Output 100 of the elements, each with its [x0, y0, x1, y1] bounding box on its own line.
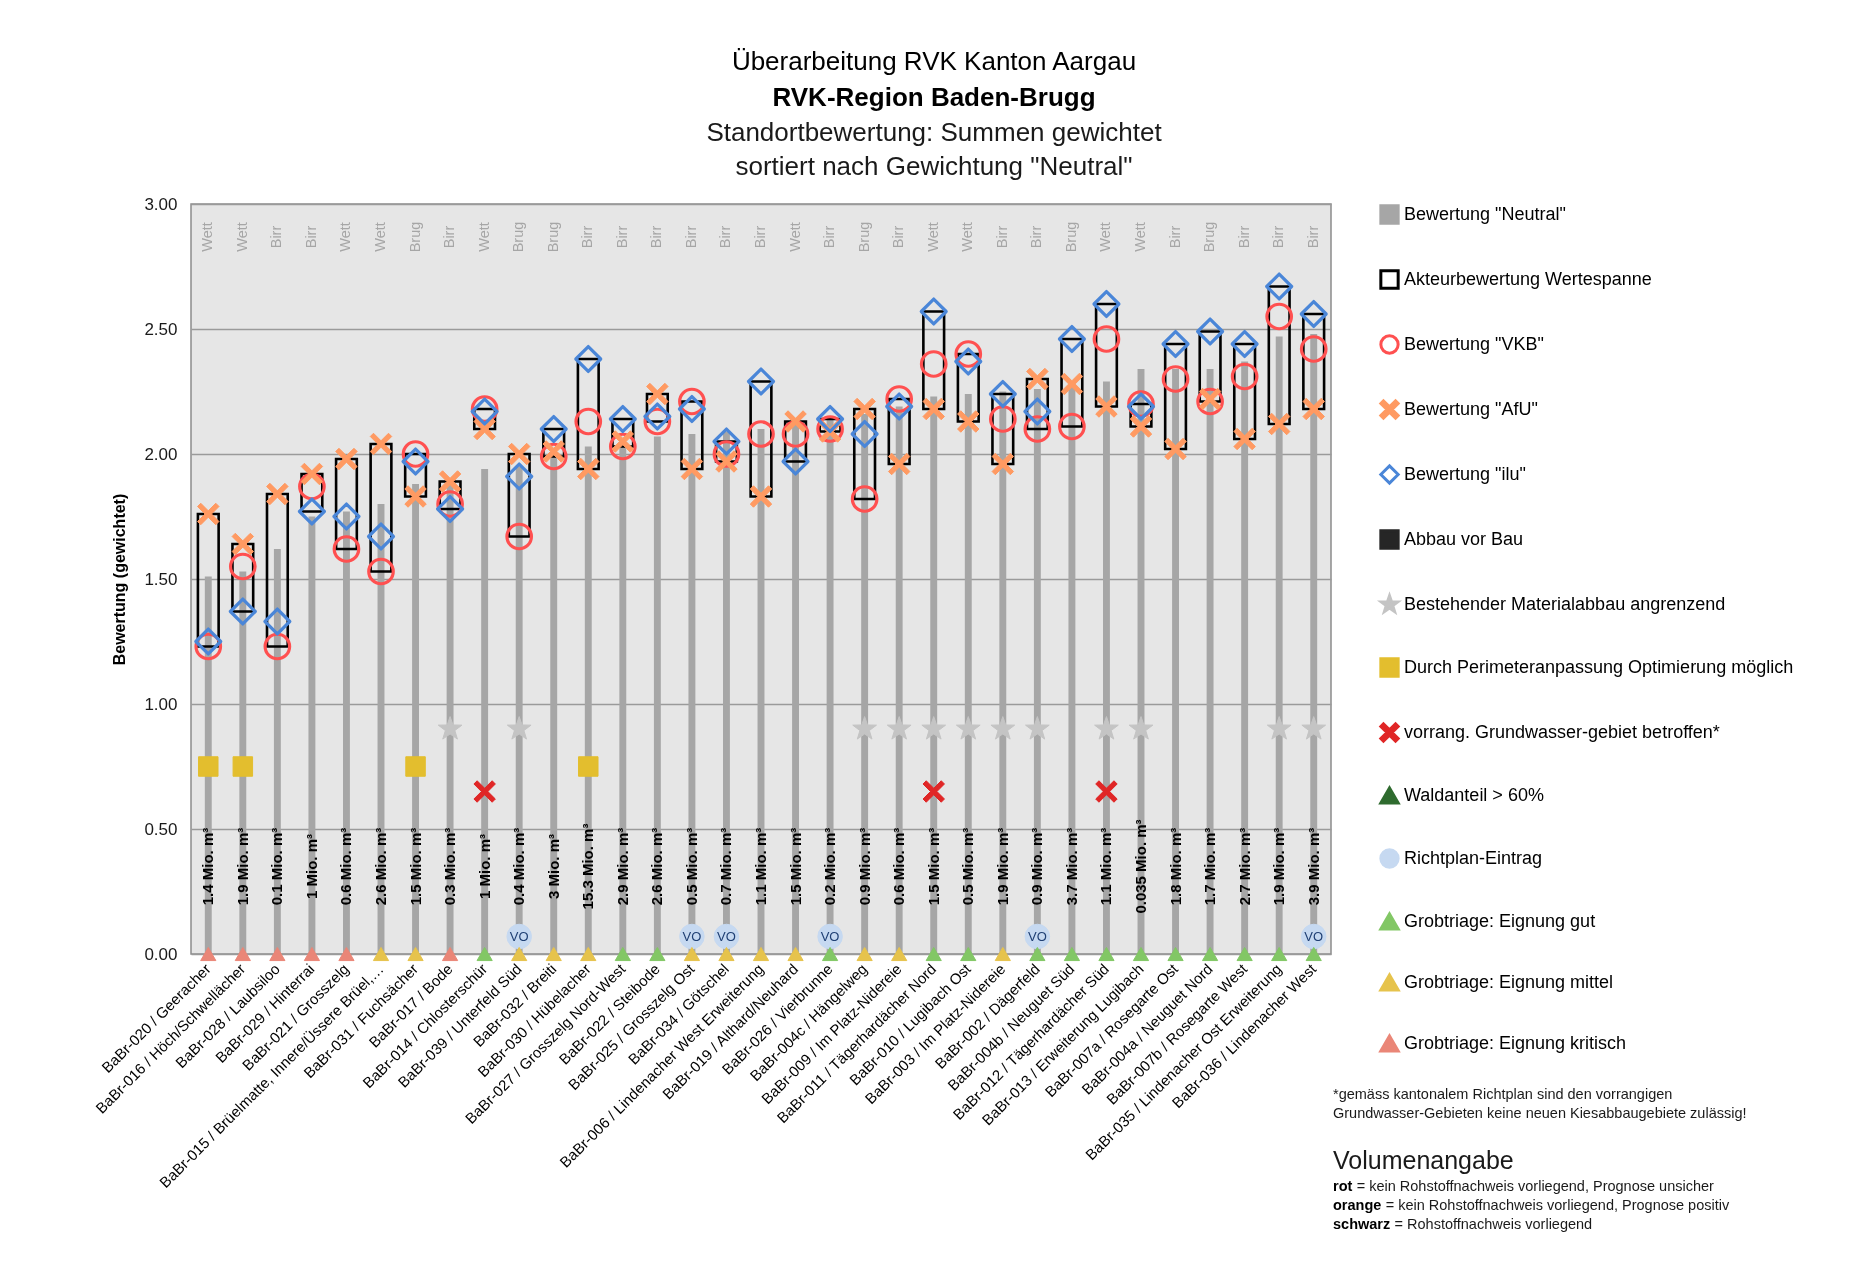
data-label: VO [1027, 928, 1047, 944]
annotation: 0.5 Mio. m³ [682, 827, 700, 906]
point [298, 472, 326, 501]
point [1161, 329, 1190, 359]
annotation: Wett [1132, 222, 1148, 252]
point [1092, 325, 1121, 353]
point [367, 557, 395, 586]
legend-label: Grobtriage: Eignung gut [1404, 910, 1596, 931]
chart-subtitle: RVK-Region Baden-Brugg [772, 82, 1096, 112]
point [1095, 395, 1118, 418]
annotation: Wett [199, 222, 216, 252]
annotation: 1.8 Mio. m³ [1166, 827, 1184, 906]
annotation: Birr [441, 225, 458, 249]
point [369, 432, 393, 456]
point [401, 440, 430, 468]
point [1265, 302, 1294, 331]
annotation: 3.9 Mio. m³ [1304, 827, 1322, 906]
annotation: 0.7 Mio. m³ [717, 827, 735, 906]
annotation: Birr [613, 225, 630, 249]
point [816, 415, 844, 443]
point [887, 452, 911, 476]
point [507, 442, 531, 466]
legend-label: Abbau vor Bau [1404, 528, 1524, 549]
text: Standortbewertung: Summen gewichtet [706, 117, 1163, 147]
annotation: Birr [682, 225, 699, 249]
text: sortiert nach Gewichtung "Neutral" [735, 151, 1133, 181]
annotation: 0.9 Mio. m³ [1028, 827, 1046, 906]
annotation: 1.7 Mio. m³ [1201, 827, 1219, 906]
annotation: Brug [1062, 221, 1079, 253]
point [228, 552, 257, 581]
point [505, 462, 534, 491]
annotation: 1.5 Mio. m³ [406, 827, 424, 906]
point [712, 440, 741, 468]
y-tick-label: 1.00 [144, 694, 178, 714]
annotation: 0.5 Mio. m³ [959, 827, 977, 906]
annotation: Brug [855, 221, 872, 253]
annotation: 1.9 Mio. m³ [1270, 827, 1288, 906]
point [678, 387, 706, 416]
annotation: 0.9 Mio. m³ [855, 827, 873, 906]
annotation: Birr [1235, 225, 1252, 249]
point [269, 946, 286, 962]
legend-label: Waldanteil > 60% [1404, 784, 1544, 805]
annotation: Birr [993, 225, 1010, 249]
point [1161, 365, 1190, 393]
point [366, 522, 396, 551]
point [335, 447, 358, 471]
annotation: Birr [302, 225, 319, 249]
point [781, 420, 810, 448]
point [231, 532, 255, 556]
point [539, 414, 568, 444]
point [539, 442, 568, 471]
text: rot = kein Rohstoffnachweis vorliegend, Prognose unsicher [1333, 1178, 1715, 1194]
point [919, 297, 948, 326]
annotation: Wett [959, 222, 976, 252]
point [505, 522, 534, 551]
annotation: 1.9 Mio. m³ [993, 827, 1011, 906]
annotation: Wett [337, 222, 354, 252]
point [885, 392, 914, 421]
point [988, 379, 1017, 409]
point [1265, 272, 1294, 301]
point [577, 457, 600, 481]
annotation: Birr [1304, 225, 1321, 249]
text: schwarz = Rohstoffnachweis vorliegend [1333, 1216, 1593, 1232]
point [991, 452, 1015, 476]
y-tick-label: 0.00 [144, 944, 178, 964]
legend-label: vorrang. Grundwasser-gebiet betroffen* [1404, 721, 1720, 742]
legend-label: Bewertung "Neutral" [1404, 203, 1566, 224]
annotation: 2.9 Mio. m³ [613, 827, 631, 906]
point [332, 535, 361, 563]
point [1060, 372, 1084, 396]
point [1302, 397, 1325, 421]
point [1026, 367, 1049, 391]
text: Grundwasser-Gebieten keine neuen Kiesabbaugebiete zulässig! [1333, 1105, 1747, 1121]
legend-label: Bewertung "AfU" [1404, 398, 1538, 419]
annotation: Brug [544, 221, 561, 253]
legend-label: Grobtriage: Eignung kritisch [1404, 1032, 1627, 1053]
point [228, 597, 257, 626]
annotation: 1.1 Mio. m³ [752, 827, 769, 906]
point [747, 420, 775, 448]
annotation: 0.3 Mio. m³ [441, 827, 459, 906]
annotation: 15.3 Mio. m³ [579, 823, 597, 910]
annotation: Brug [510, 221, 527, 253]
point [988, 405, 1017, 433]
annotation: Birr [1270, 225, 1287, 249]
point [1230, 329, 1259, 359]
point [608, 404, 637, 434]
point [266, 482, 289, 506]
legend-label: Richtplan-Eintrag [1404, 847, 1543, 868]
point [303, 946, 320, 962]
point [1023, 415, 1052, 443]
point [749, 485, 773, 508]
annotation: Birr [648, 225, 665, 249]
annotation: Wett [786, 222, 803, 252]
annotation: Birr [717, 225, 734, 249]
annotation: Brug [406, 221, 423, 253]
point [263, 632, 292, 661]
legend-label: Bewertung "ilu" [1404, 463, 1526, 484]
point [198, 756, 219, 777]
annotation: 1.5 Mio. m³ [924, 827, 942, 906]
point [816, 404, 845, 434]
